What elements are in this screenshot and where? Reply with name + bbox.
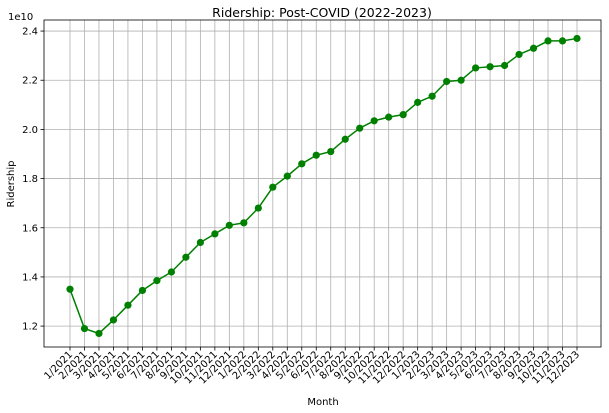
data-point: [486, 63, 494, 71]
y-multiplier-label: 1e10: [8, 12, 33, 23]
data-point: [457, 76, 465, 84]
data-point: [153, 277, 161, 285]
y-tick-label: 2.2: [22, 76, 38, 87]
data-point: [80, 324, 89, 333]
data-point: [472, 64, 480, 72]
data-point: [356, 124, 364, 132]
data-point: [66, 285, 74, 293]
y-tick-layer: 1.2 1.4 1.6 1.8 2.0 2.2 2.4: [22, 27, 44, 333]
data-point: [515, 50, 523, 59]
data-point: [327, 147, 335, 156]
data-point: [399, 111, 407, 119]
y-tick-label: 2.0: [22, 125, 38, 136]
y-tick-label: 1.8: [22, 174, 38, 185]
chart-title: Ridership: Post-COVID (2022-2023): [212, 5, 432, 20]
data-point: [428, 92, 436, 100]
data-point: [341, 135, 349, 143]
data-point: [414, 98, 422, 106]
data-point: [385, 113, 393, 121]
y-tick-label: 1.4: [22, 272, 38, 283]
y-tick-label: 1.2: [22, 322, 38, 333]
data-point: [254, 204, 262, 212]
data-point: [95, 329, 103, 338]
data-point: [269, 183, 277, 191]
data-point: [298, 160, 306, 168]
data-point: [312, 151, 320, 159]
data-point: [370, 117, 378, 125]
y-tick-label: 2.4: [22, 27, 38, 38]
x-axis-label: Month: [307, 397, 338, 408]
data-point: [225, 221, 233, 229]
grid-layer: [44, 20, 601, 347]
data-point: [138, 286, 147, 295]
data-point: [573, 34, 581, 43]
series-marker-layer: [66, 34, 581, 338]
data-point: [500, 61, 509, 70]
plot-frame: [43, 19, 602, 348]
y-multiplier-text: 1e10: [8, 12, 33, 23]
data-point: [443, 77, 451, 86]
y-tick-label: 1.6: [22, 223, 38, 234]
data-point: [124, 301, 132, 309]
data-point: [558, 37, 567, 45]
data-point: [544, 37, 552, 45]
data-point: [211, 230, 219, 238]
data-point: [240, 219, 248, 227]
data-point: [167, 268, 175, 276]
data-point: [529, 44, 538, 52]
data-point: [182, 253, 190, 261]
data-point: [109, 316, 118, 324]
data-point: [196, 238, 204, 247]
data-point: [283, 172, 291, 180]
y-axis-label: Ridership: [6, 160, 17, 207]
